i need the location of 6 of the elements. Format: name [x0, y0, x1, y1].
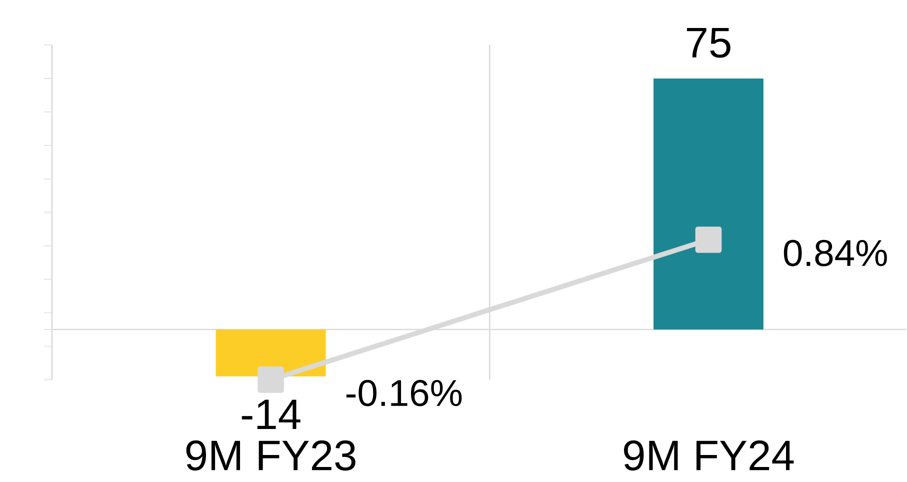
data-label: 75 [686, 28, 730, 58]
data-label: -14 [242, 400, 300, 430]
x-tick-label: 9M FY24 [624, 440, 794, 471]
data-label: -0.16% [346, 380, 462, 406]
data-label: 0.84% [784, 240, 887, 266]
x-tick-label: 9M FY23 [186, 440, 356, 471]
